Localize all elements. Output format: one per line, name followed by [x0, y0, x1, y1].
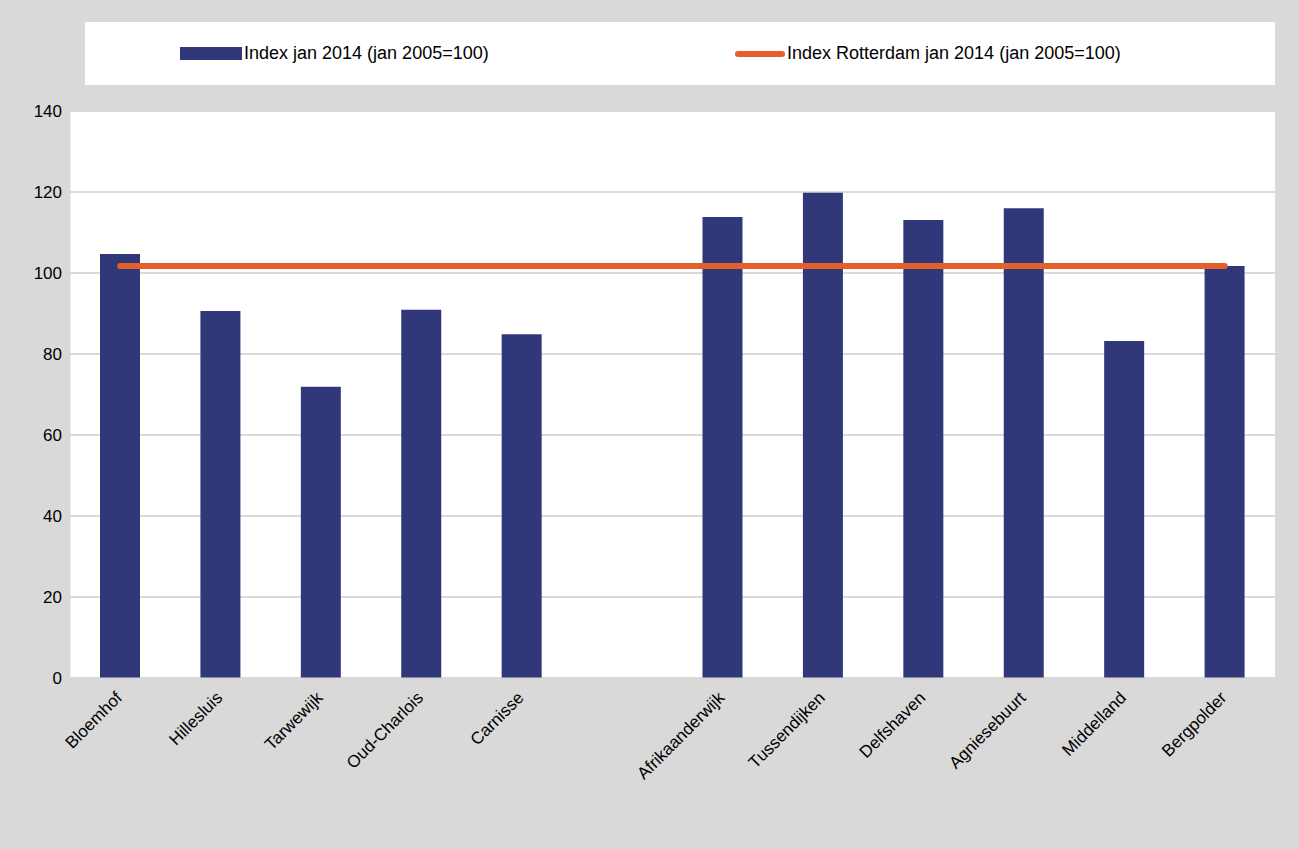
svg-text:Carnisse: Carnisse [467, 688, 528, 749]
svg-text:Bloemhof: Bloemhof [62, 688, 126, 752]
svg-text:Delfshaven: Delfshaven [856, 688, 930, 762]
svg-text:Afrikaanderwijk: Afrikaanderwijk [633, 688, 728, 783]
svg-text:Hillesluis: Hillesluis [165, 688, 226, 749]
svg-text:80: 80 [43, 345, 62, 364]
svg-text:Middelland: Middelland [1058, 688, 1130, 760]
svg-text:Bergpolder: Bergpolder [1158, 688, 1230, 760]
html-text:Index jan 2014 (jan 2005=100): Index jan 2014 (jan 2005=100) [244, 43, 489, 63]
svg-text:Oud-Charlois: Oud-Charlois [343, 688, 427, 772]
svg-text:40: 40 [43, 507, 62, 526]
html-text:Index Rotterdam jan 2014 (jan: Index Rotterdam jan 2014 (jan 2005=100) [787, 43, 1121, 63]
svg-text:60: 60 [43, 426, 62, 445]
svg-text:Agniesebuurt: Agniesebuurt [945, 688, 1029, 772]
svg-text:Tarwewijk: Tarwewijk [261, 688, 327, 754]
svg-text:120: 120 [34, 183, 62, 202]
svg-text:140: 140 [34, 102, 62, 121]
svg-text:20: 20 [43, 588, 62, 607]
svg-text:Tussendijken: Tussendijken [745, 688, 829, 772]
svg-text:0: 0 [53, 669, 62, 688]
svg-text:100: 100 [34, 264, 62, 283]
